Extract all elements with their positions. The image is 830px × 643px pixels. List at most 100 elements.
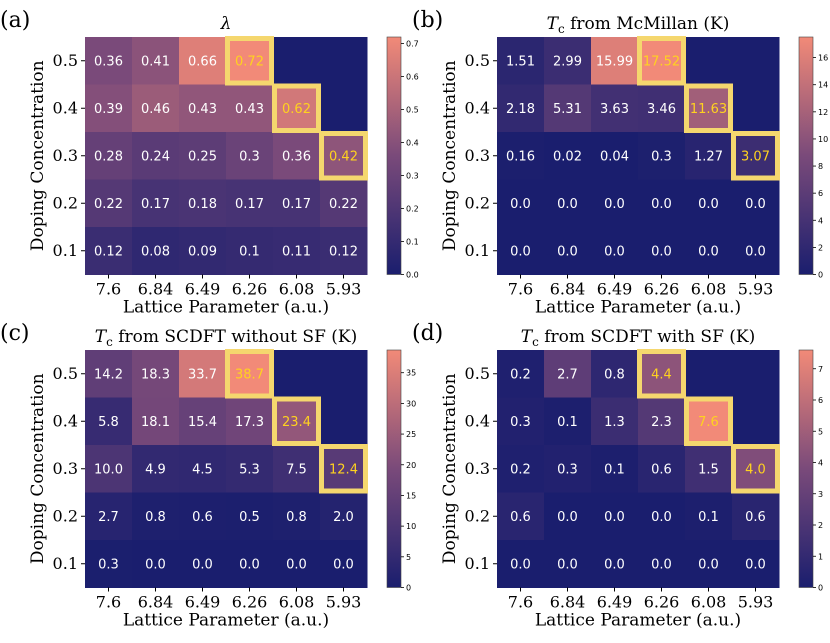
x-tick-label: 6.26 xyxy=(232,280,268,299)
colorbar-tick-label: 3 xyxy=(818,490,823,499)
cell-value-label: 0.0 xyxy=(510,557,531,572)
heatmap-cell xyxy=(179,350,227,398)
heatmap-cell xyxy=(226,492,274,541)
panel-label: (a) xyxy=(0,8,30,33)
cell-value-label: 0.25 xyxy=(188,149,217,164)
heatmap-cell xyxy=(732,37,780,85)
y-tick-label: 0.3 xyxy=(53,459,78,478)
heatmap-cell xyxy=(732,227,780,275)
cell-value-label: 0.0 xyxy=(192,557,213,572)
cell-value-label: 0.1 xyxy=(698,510,719,525)
highlight-box xyxy=(272,83,321,133)
cell-value-label: 0.3 xyxy=(651,149,672,164)
colorbar xyxy=(386,36,402,275)
cell-value-label: 0.3 xyxy=(557,462,578,477)
heatmap-cell xyxy=(544,350,592,398)
heatmap-cell xyxy=(179,227,227,275)
cell-value-label: 0.17 xyxy=(235,197,264,212)
highlight-box xyxy=(684,396,733,446)
x-tick-label: 6.26 xyxy=(232,593,268,612)
y-tick-label: 0.2 xyxy=(53,506,78,525)
y-tick-label: 0.1 xyxy=(465,241,490,260)
cell-value-label: 0.3 xyxy=(239,149,260,164)
heatmap-cell xyxy=(320,132,368,180)
cell-value-label: 0.0 xyxy=(557,510,578,525)
cell-value-label: 1.3 xyxy=(604,415,625,430)
cell-value-label: 15.4 xyxy=(188,415,217,430)
heatmap-cell xyxy=(591,350,639,398)
heatmap-cell xyxy=(273,397,321,446)
heatmap-cell xyxy=(685,397,733,446)
cell-value-label: 0.0 xyxy=(698,244,719,259)
heatmap-cell xyxy=(544,132,592,180)
cell-value-label: 5.3 xyxy=(239,462,260,477)
heatmap-cell xyxy=(544,37,592,85)
colorbar-tick-label: 8 xyxy=(818,162,823,171)
heatmap-cell xyxy=(638,37,686,85)
panel-label: (b) xyxy=(412,8,443,33)
cell-value-label: 3.46 xyxy=(647,102,676,117)
x-tick-label: 6.49 xyxy=(185,593,221,612)
heatmap-cell xyxy=(732,350,780,398)
heatmap-cell xyxy=(226,540,274,588)
cell-value-label: 17.52 xyxy=(643,54,680,69)
cell-value-label: 0.08 xyxy=(141,244,170,259)
colorbar-tick-label: 7 xyxy=(818,365,823,374)
cell-value-label: 0.1 xyxy=(557,415,578,430)
heatmap-cell xyxy=(85,397,133,446)
x-tick-label: 5.93 xyxy=(326,593,362,612)
heatmap-panel-1: (a) λ 0.36 0.41 0.66 0.72 0.39 0.46 0.43 0.43 0.62… xyxy=(0,8,419,318)
heatmap-cell xyxy=(638,445,686,493)
heatmap-cell xyxy=(226,350,274,398)
colorbar-tick-label: 14 xyxy=(818,81,828,90)
cell-value-label: 1.51 xyxy=(506,54,535,69)
x-tick-label: 6.08 xyxy=(279,280,315,299)
cell-value-label: 0.8 xyxy=(286,510,307,525)
heatmap-cell xyxy=(179,397,227,446)
cell-value-label: 10.0 xyxy=(94,462,123,477)
cell-value-label: 0.36 xyxy=(94,54,123,69)
cell-value-label: 0.0 xyxy=(604,557,625,572)
x-tick-label: 7.6 xyxy=(96,593,121,612)
cell-value-label: 5.31 xyxy=(553,102,582,117)
cell-value-label: 2.7 xyxy=(98,510,119,525)
heatmap-cell xyxy=(85,492,133,541)
heatmap-cell xyxy=(685,84,733,133)
cell-value-label: 0.0 xyxy=(604,197,625,212)
cell-value-label: 0.0 xyxy=(698,197,719,212)
cell-value-label: 2.99 xyxy=(553,54,582,69)
chart-title: Tc from SCDFT with SF (K) xyxy=(521,327,755,349)
cell-value-label: 0.0 xyxy=(745,557,766,572)
heatmap-cell xyxy=(544,492,592,541)
y-tick-label: 0.3 xyxy=(465,146,490,165)
cell-value-label: 0.04 xyxy=(600,149,629,164)
cell-value-label: 0.66 xyxy=(188,54,217,69)
heatmap-cell xyxy=(685,492,733,541)
heatmap-cell xyxy=(85,132,133,180)
colorbar-tick-label: 6 xyxy=(818,189,823,198)
x-tick-label: 6.08 xyxy=(279,593,315,612)
cell-value-label: 2.0 xyxy=(333,510,354,525)
x-tick-label: 6.84 xyxy=(138,593,174,612)
panel-label: (c) xyxy=(0,321,30,346)
y-tick-label: 0.3 xyxy=(465,459,490,478)
heatmap-cell xyxy=(497,84,545,133)
x-axis-label: Lattice Parameter (a.u.) xyxy=(123,611,329,631)
x-tick-label: 6.49 xyxy=(597,593,633,612)
cell-value-label: 15.99 xyxy=(596,54,633,69)
colorbar-tick-label: 5 xyxy=(818,427,823,436)
cell-value-label: 0.12 xyxy=(94,244,123,259)
heatmap-cell xyxy=(226,132,274,180)
y-tick-label: 0.1 xyxy=(465,554,490,573)
heatmap-cell xyxy=(685,445,733,493)
cell-value-label: 0.12 xyxy=(329,244,358,259)
heatmap-cell xyxy=(638,84,686,133)
heatmap-cell xyxy=(179,492,227,541)
heatmap-cell xyxy=(544,227,592,275)
highlight-box xyxy=(225,349,274,399)
cell-value-label: 0.0 xyxy=(333,557,354,572)
heatmap-cell xyxy=(132,397,180,446)
x-axis-label: Lattice Parameter (a.u.) xyxy=(535,298,741,318)
colorbar-tick-label: 2 xyxy=(818,243,823,252)
x-tick-label: 6.84 xyxy=(550,593,586,612)
